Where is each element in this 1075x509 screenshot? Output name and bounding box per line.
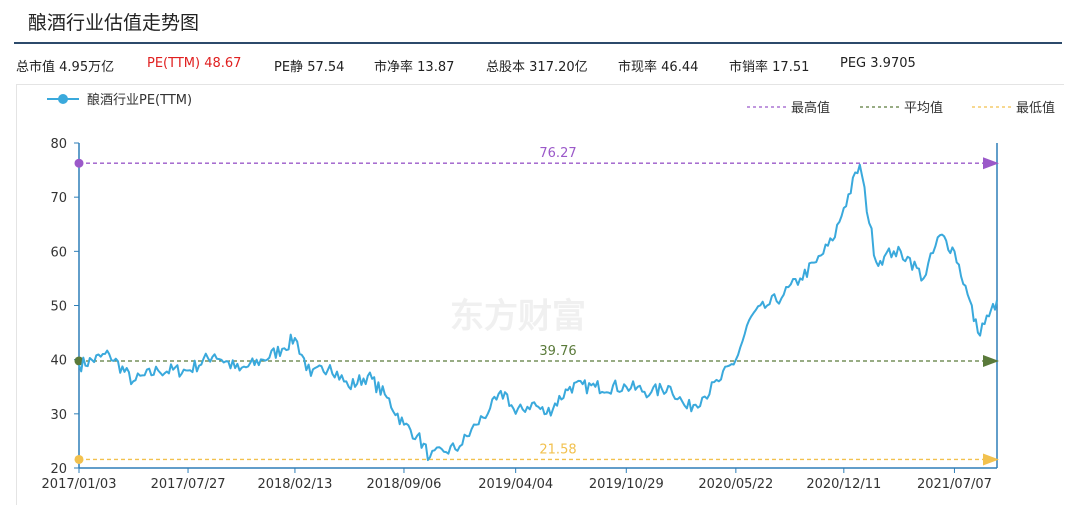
stat-value: 13.87 [413, 60, 455, 75]
stat-label: 市销率 [729, 60, 769, 75]
stat-item: 市净率 13.87 [374, 56, 454, 75]
title-divider [14, 42, 1062, 44]
chart-container: 东方财富 20 30 40 50 60 70 80 2017/01/03 2017/07/27 20… [16, 84, 1064, 505]
x-tick-label: 2017/01/03 [42, 477, 117, 492]
stat-item: 市现率 46.44 [618, 56, 698, 75]
y-tick-label: 20 [50, 462, 67, 477]
y-tick-label: 70 [50, 191, 67, 206]
stat-label: PE静 [274, 60, 304, 75]
y-tick-label: 80 [50, 137, 67, 152]
stat-label: 总股本 [486, 60, 526, 75]
page-title: 酿酒行业估值走势图 [28, 12, 200, 34]
y-tick-label: 50 [50, 300, 67, 315]
stat-value: 48.67 [200, 56, 242, 71]
legend-reference-label: 平均值 [904, 100, 943, 116]
stat-item: 总市值 4.95万亿 [16, 56, 114, 75]
stat-item: 市销率 17.51 [729, 56, 809, 75]
y-tick-label: 30 [50, 408, 67, 423]
stat-label: 总市值 [16, 60, 56, 75]
reference-start-dot [74, 454, 84, 464]
legend-reference-label: 最高值 [791, 100, 830, 116]
legend-reference-label: 最低值 [1016, 100, 1055, 116]
reference-arrow [983, 157, 999, 170]
stat-item: 总股本 317.20亿 [486, 56, 588, 75]
pe-chart[interactable]: 东方财富 20 30 40 50 60 70 80 2017/01/03 2017/07/27 20… [17, 85, 1064, 505]
legend-series-marker [58, 94, 68, 104]
stat-label: 市现率 [618, 60, 658, 75]
x-tick-label: 2021/07/07 [917, 477, 992, 492]
stat-label: PEG [840, 56, 867, 71]
stat-value: 17.51 [768, 60, 810, 75]
x-tick-label: 2019/10/29 [589, 477, 664, 492]
x-tick-label: 2018/02/13 [257, 477, 332, 492]
y-tick-label: 40 [50, 354, 67, 369]
stat-value: 57.54 [303, 60, 345, 75]
reference-start-dot [74, 158, 84, 168]
x-tick-label: 2018/09/06 [367, 477, 442, 492]
reference-value-label: 76.27 [539, 146, 576, 161]
reference-arrow [983, 354, 999, 367]
x-tick-label: 2020/12/11 [806, 477, 881, 492]
y-tick-label: 60 [50, 245, 67, 260]
pe-series-line [78, 163, 998, 462]
stat-value: 3.9705 [866, 56, 916, 71]
legend-series-label: 酿酒行业PE(TTM) [87, 92, 192, 108]
stat-label: PE(TTM) [147, 56, 201, 71]
stat-item: PEG 3.9705 [840, 56, 916, 71]
reference-value-label: 21.58 [539, 442, 576, 457]
reference-start-dot [74, 356, 84, 366]
stat-item: PE(TTM) 48.67 [147, 56, 241, 71]
watermark-text: 东方财富 [450, 297, 586, 337]
x-tick-label: 2020/05/22 [698, 477, 773, 492]
stat-label: 市净率 [374, 60, 414, 75]
stat-value: 317.20亿 [525, 60, 588, 75]
stat-item: PE静 57.54 [274, 56, 344, 75]
reference-value-label: 39.76 [539, 344, 576, 359]
x-tick-label: 2017/07/27 [151, 477, 226, 492]
stat-value: 4.95万亿 [55, 60, 115, 75]
stat-value: 46.44 [657, 60, 699, 75]
reference-arrow [983, 453, 999, 466]
x-tick-label: 2019/04/04 [478, 477, 553, 492]
